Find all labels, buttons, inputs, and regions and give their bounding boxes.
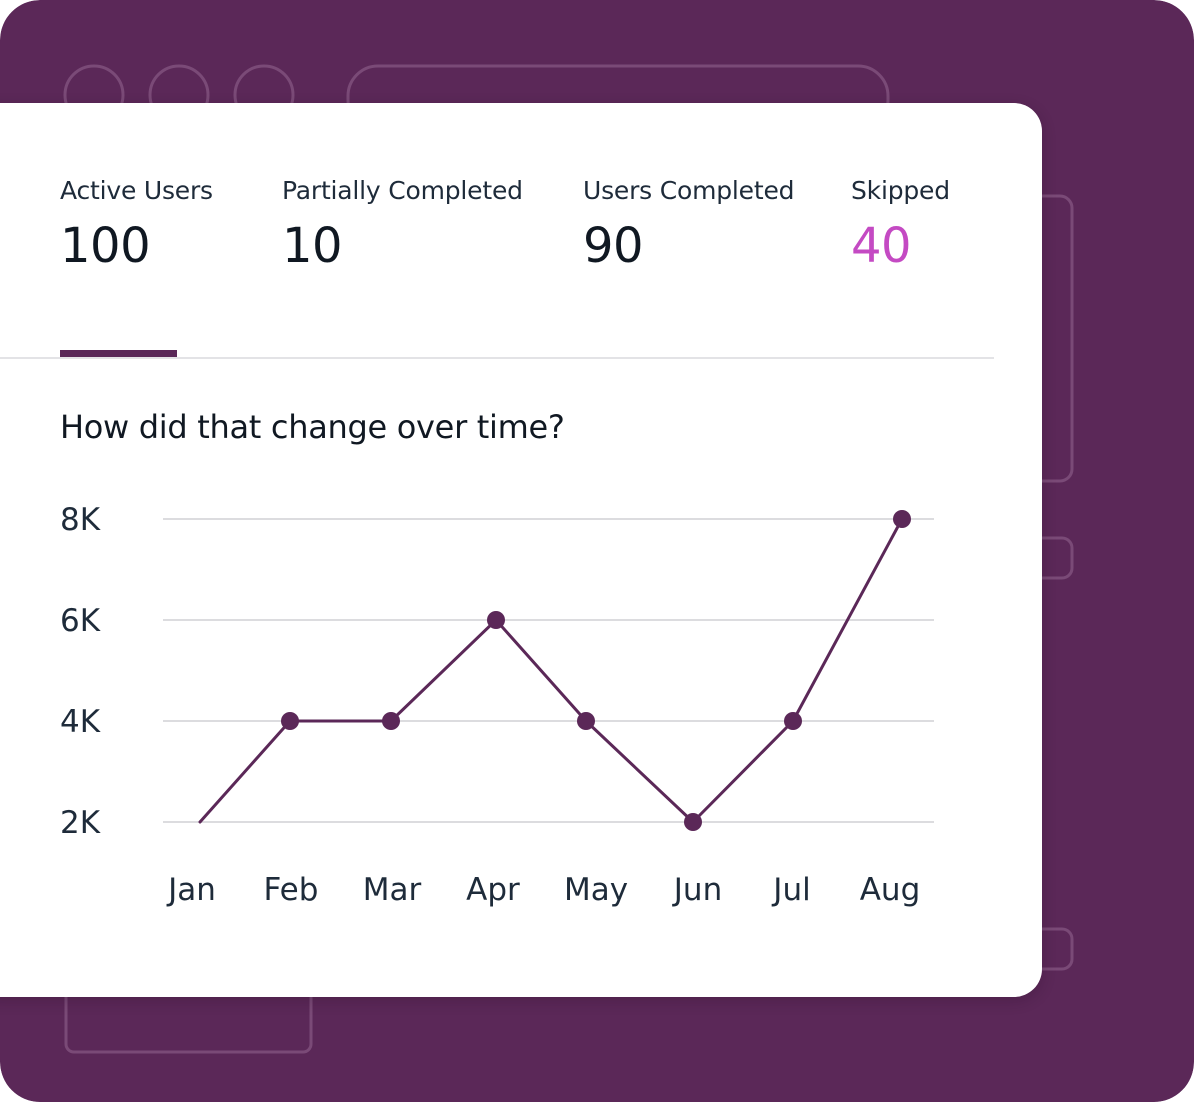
data-point[interactable] [684, 813, 702, 831]
x-tick-label: Mar [363, 872, 422, 908]
data-point[interactable] [487, 611, 505, 629]
x-tick-label: Feb [264, 872, 319, 908]
stat-label: Skipped [851, 176, 950, 205]
data-point[interactable] [281, 712, 299, 730]
x-tick-label: Aug [860, 872, 921, 908]
x-tick-label: Jun [672, 872, 722, 908]
stat-value: 10 [282, 218, 343, 274]
x-tick-label: Apr [466, 872, 520, 908]
y-tick-label: 4K [60, 704, 101, 740]
x-axis: Jan Feb Mar Apr May Jun Jul Aug [166, 872, 920, 908]
stat-value: 90 [583, 218, 644, 274]
y-axis: 2K 4K 6K 8K [60, 502, 101, 841]
stat-value: 100 [60, 218, 151, 274]
stat-users-completed[interactable]: Users Completed 90 [583, 176, 795, 274]
data-point[interactable] [784, 712, 802, 730]
series-line-layer [198, 517, 904, 824]
x-tick-label: Jul [771, 872, 810, 908]
y-tick-label: 8K [60, 502, 101, 538]
analytics-card: Active Users 100 Partially Completed 10 … [0, 103, 1042, 997]
data-points [281, 510, 911, 831]
y-tick-label: 6K [60, 603, 101, 639]
active-tab-indicator [60, 350, 177, 358]
stat-partially-completed[interactable]: Partially Completed 10 [282, 176, 523, 272]
data-point[interactable] [382, 712, 400, 730]
stat-label: Partially Completed [282, 176, 523, 205]
stat-value: 40 [851, 218, 912, 274]
divider [0, 357, 994, 359]
chart-title: How did that change over time? [60, 408, 565, 446]
data-point[interactable] [893, 510, 911, 528]
series-line [198, 517, 904, 824]
chart-gridlines [163, 518, 934, 823]
line-chart: 2K 4K 6K 8K Jan Feb Mar Apr May Jun Jul Aug [60, 502, 934, 908]
stat-label: Active Users [60, 176, 213, 205]
x-tick-label: Jan [166, 872, 216, 908]
stat-label: Users Completed [583, 176, 795, 205]
data-point[interactable] [577, 712, 595, 730]
stat-active-users[interactable]: Active Users 100 [60, 176, 213, 272]
x-tick-label: May [564, 872, 628, 908]
y-tick-label: 2K [60, 805, 101, 841]
stat-skipped[interactable]: Skipped 40 [851, 176, 950, 272]
